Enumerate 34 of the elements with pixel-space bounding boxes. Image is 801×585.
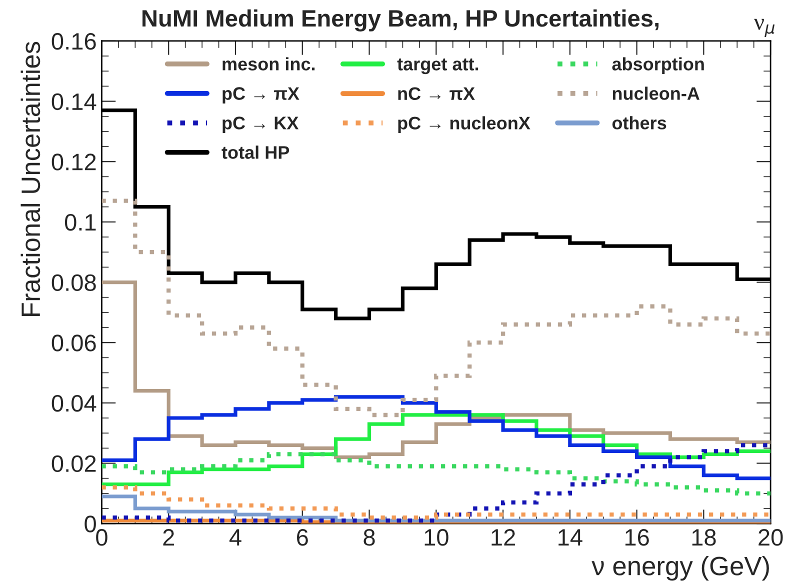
x-tick-label: 8 [364,529,375,546]
chart-title: NuMI Medium Energy Beam, HP Uncertainties, [142,9,659,32]
legend-label: absorption [612,57,704,74]
y-tick-label: 0.16 [52,33,96,50]
y-tick-label: 0.02 [52,455,96,472]
x-tick-label: 20 [758,529,783,546]
legend-label: pC → πX [222,87,300,104]
y-tick-label: 0 [84,516,96,532]
x-axis-title: ν energy (GeV) [592,556,769,581]
y-tick-label: 0.1 [64,214,96,231]
x-tick-label: 0 [96,529,108,546]
legend-label: pC → nucleonX [398,116,530,134]
legend-label: pC → KX [222,116,299,133]
x-tick-label: 2 [163,529,174,546]
legend-label: nC → πX [398,87,475,100]
y-axis-title: Fractional Uncertainties [20,42,40,316]
y-tick-label: 0.12 [52,154,96,170]
y-tick-label: 0.06 [52,334,96,352]
legend-label: target att. [397,58,478,74]
legend-label: meson inc. [222,57,315,70]
x-tick-label: 16 [625,529,649,546]
x-tick-label: 4 [229,529,242,546]
x-tick-label: 6 [297,529,308,546]
x-tick-label: 18 [692,529,716,546]
legend-label: nucleon-A [612,86,700,100]
x-tick-label: 14 [558,529,582,546]
y-tick-label: 0.04 [52,394,96,412]
legend-label: others [612,116,666,130]
x-tick-label: 12 [492,529,515,546]
x-tick-label: 10 [424,529,448,546]
y-tick-label: 0.08 [52,274,96,292]
text: ν$_{μ}$ [754,18,775,37]
legend-label: total HP [222,146,290,159]
y-tick-label: 0.14 [52,93,96,110]
